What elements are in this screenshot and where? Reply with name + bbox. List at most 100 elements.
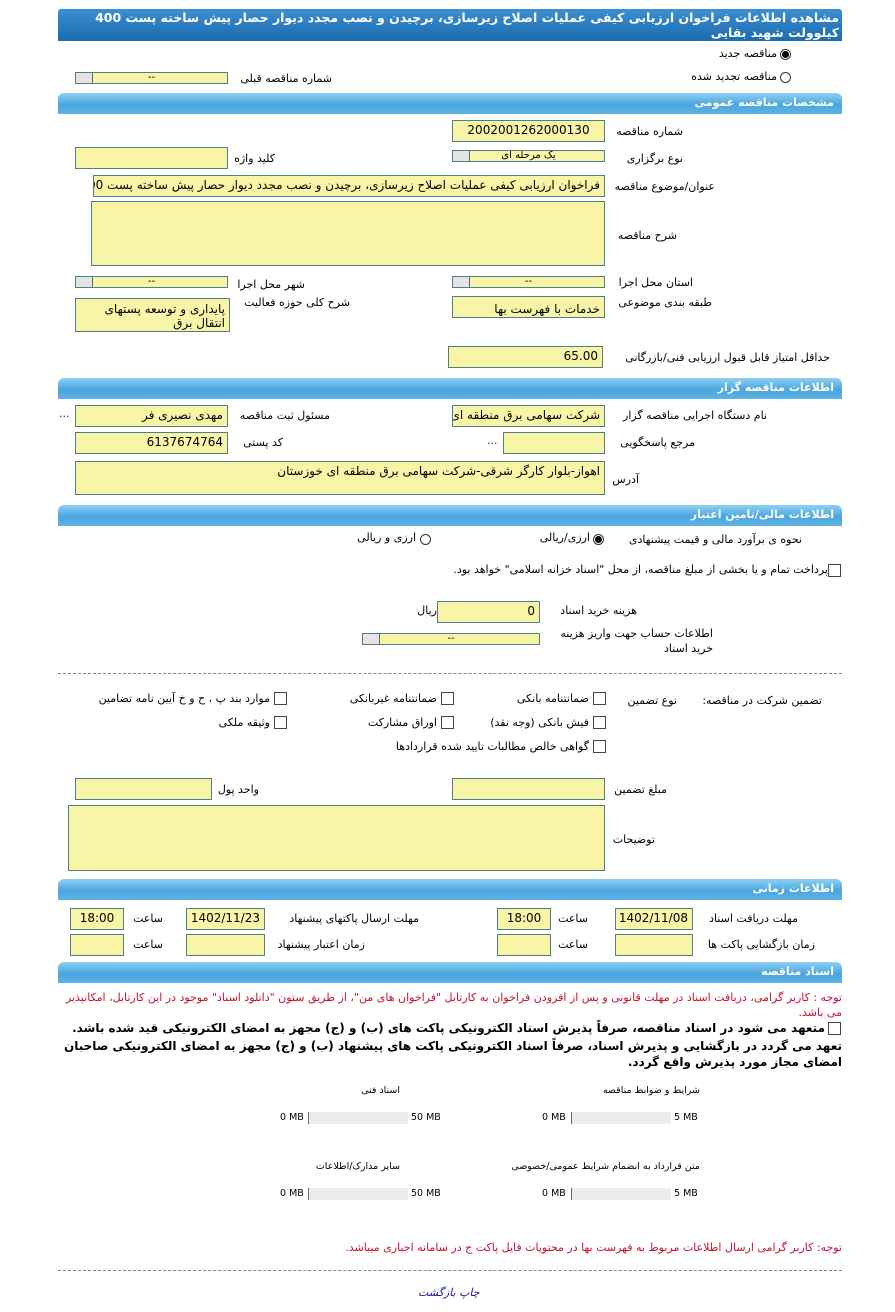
prev-number-select[interactable]: -- [75, 72, 228, 84]
file-max: 50 MB [411, 1112, 441, 1123]
option-label: ضمانتنامه غیربانکی [349, 692, 437, 705]
province-select[interactable]: -- [452, 276, 605, 288]
time-label: ساعت [133, 912, 163, 925]
footer-notice: توجه: کاربر گرامی ارسال اطلاعات مربوط به… [345, 1241, 842, 1254]
file-max: 50 MB [411, 1188, 441, 1199]
currency-field[interactable] [75, 778, 212, 800]
reference-field[interactable] [503, 432, 605, 454]
min-score-label: حداقل امتیاز قابل قبول ارزیابی فنی/بازرگ… [625, 351, 830, 364]
checkbox-property-collateral[interactable] [274, 716, 287, 729]
checkbox-participation-bonds[interactable] [441, 716, 454, 729]
postal-field[interactable]: 6137674764 [75, 432, 228, 454]
dropdown-button[interactable] [453, 277, 470, 287]
selected-value: -- [524, 276, 533, 287]
selected-value: یک مرحله ای [501, 150, 556, 161]
file-used: 0 MB [280, 1188, 304, 1199]
divider [58, 1270, 842, 1271]
account-label: اطلاعات حساب جهت واریز هزینه خرید اسناد [560, 627, 713, 655]
page-title: مشاهده اطلاعات فراخوان ارزیابی کیفی عملی… [58, 9, 842, 41]
radio-currency-and-rial[interactable] [420, 534, 431, 545]
description-field[interactable] [91, 201, 605, 266]
file-label: شرایط و ضوابط مناقصه [602, 1085, 700, 1096]
validity-label: زمان اعتبار پیشنهاد [277, 938, 365, 951]
city-select[interactable]: -- [75, 276, 228, 288]
address-field[interactable]: اهواز-بلوار کارگر شرقی-شرکت سهامی برق من… [75, 461, 605, 495]
radio-new-tender[interactable] [780, 49, 791, 60]
file-label: سایر مدارک/اطلاعات [315, 1161, 400, 1172]
checkbox-regulation-items[interactable] [274, 692, 287, 705]
rial-option-label: ارزی/ریالی [539, 531, 590, 544]
amount-field[interactable] [452, 778, 605, 800]
renewed-tender-label: مناقصه تجدید شده [691, 70, 777, 83]
divider [58, 673, 842, 674]
file-max: 5 MB [674, 1188, 698, 1199]
amount-label: مبلغ تضمین [614, 783, 667, 796]
reference-more-button[interactable]: ... [487, 434, 498, 447]
category-field[interactable]: خدمات با فهرست بها [452, 296, 605, 318]
opening-date-field[interactable] [615, 934, 693, 956]
city-label: شهر محل اجرا [237, 278, 305, 291]
guarantee-type-label: نوع تضمین [627, 694, 677, 707]
opening-label: زمان بازگشایی پاکت ها [707, 938, 815, 951]
file-used: 0 MB [280, 1112, 304, 1123]
keyword-field[interactable] [75, 147, 228, 169]
receive-time-field[interactable]: 18:00 [497, 908, 551, 930]
notes-field[interactable] [68, 805, 605, 871]
checkbox-cash-receipt[interactable] [593, 716, 606, 729]
doc-cost-field[interactable]: 0 [437, 601, 540, 623]
number-field[interactable]: 2002001262000130 [452, 120, 605, 142]
number-label: شماره مناقصه [616, 125, 683, 138]
min-score-field[interactable]: 65.00 [448, 346, 603, 368]
keyword-label: کلید واژه [234, 152, 275, 165]
file-label: اسناد فنی [361, 1085, 400, 1096]
holding-type-label: نوع برگزاری [626, 152, 683, 165]
print-link[interactable]: چاپ [459, 1286, 480, 1299]
registrar-field[interactable]: مهدی نصیری فر [75, 405, 228, 427]
validity-time-field[interactable] [70, 934, 124, 956]
checkbox-nonbank-guarantee[interactable] [441, 692, 454, 705]
guarantee-label: تضمین شرکت در مناقصه: [702, 694, 822, 707]
section-header-documents: اسناد مناقصه [58, 962, 842, 983]
notes-label: توضیحات [612, 833, 655, 846]
treasury-text: پرداخت تمام و یا بخشی از مبلغ مناقصه، از… [453, 563, 828, 576]
opening-time-field[interactable] [497, 934, 551, 956]
org-field[interactable]: شرکت سهامی برق منطقه ای [452, 405, 605, 427]
option-label: وثیقه ملکی [218, 716, 270, 729]
section-header-finance: اطلاعات مالی/تامین اعتبار [58, 505, 842, 526]
radio-rial[interactable] [593, 534, 604, 545]
dropdown-button[interactable] [76, 73, 93, 83]
account-select[interactable]: -- [362, 633, 540, 645]
commit-text-1: متعهد می شود در اسناد مناقصه، صرفاً پذیر… [72, 1021, 825, 1035]
section-header-general: مشخصات مناقصه عمومی [58, 93, 842, 114]
submit-time-field[interactable]: 18:00 [70, 908, 124, 930]
validity-date-field[interactable] [186, 934, 265, 956]
receive-date-field[interactable]: 1402/11/08 [615, 908, 693, 930]
doc-cost-label: هزینه خرید اسناد [560, 604, 637, 617]
file-usage-bar [571, 1188, 671, 1200]
subject-field[interactable]: فراخوان ارزیابی کیفی عملیات اصلاح زیرساز… [93, 175, 605, 197]
commit-checkbox[interactable] [828, 1022, 841, 1035]
dropdown-button[interactable] [363, 634, 380, 644]
time-label: ساعت [133, 938, 163, 951]
holding-type-select[interactable]: یک مرحله ای [452, 150, 605, 162]
commit-text-2: تعهد می گردد در بازگشایی و پذیرش اسناد، … [63, 1039, 842, 1069]
registrar-more-button[interactable]: ... [59, 407, 70, 420]
dropdown-button[interactable] [453, 151, 470, 161]
both-option-label: ارزی و ریالی [357, 531, 416, 544]
currency-label: واحد پول [217, 783, 259, 796]
address-label: آدرس [612, 473, 639, 486]
treasury-checkbox[interactable] [828, 564, 841, 577]
dropdown-button[interactable] [76, 277, 93, 287]
submit-date-field[interactable]: 1402/11/23 [186, 908, 265, 930]
time-label: ساعت [558, 938, 588, 951]
description-label: شرح مناقصه [617, 229, 677, 242]
section-header-timing: اطلاعات زمانی [58, 879, 842, 900]
checkbox-receivables-certificate[interactable] [593, 740, 606, 753]
radio-renewed-tender[interactable] [780, 72, 791, 83]
activity-field[interactable]: پایداری و توسعه پستهای انتقال برق [75, 298, 230, 332]
selected-value: -- [447, 633, 455, 644]
back-link[interactable]: بازگشت [418, 1286, 456, 1299]
option-label: گواهی خالص مطالبات تایید شده قراردادها [395, 740, 589, 753]
checkbox-bank-guarantee[interactable] [593, 692, 606, 705]
